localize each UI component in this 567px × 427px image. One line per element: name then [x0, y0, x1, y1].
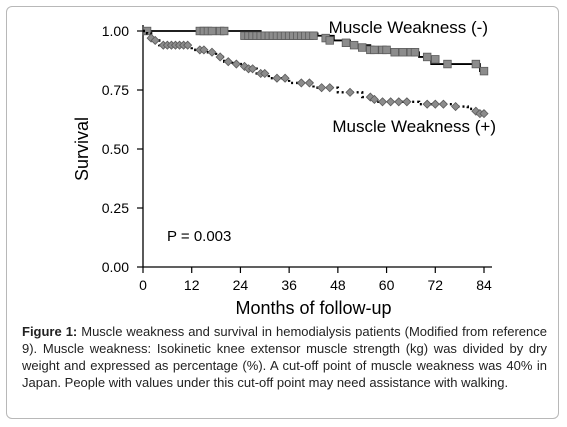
- p-value-label: P = 0.003: [167, 228, 231, 245]
- x-tick-label: 0: [139, 277, 147, 293]
- caption-text: Muscle weakness and survival in hemodial…: [22, 324, 547, 390]
- data-point-diamond: [183, 40, 193, 50]
- data-point-square: [349, 40, 359, 50]
- figure-panel: [6, 6, 559, 419]
- data-point-square: [382, 45, 391, 55]
- labels-layer: Muscle Weakness (-) Muscle Weakness (+) P …: [167, 18, 496, 245]
- data-point-square: [370, 45, 379, 55]
- data-point-diamond: [223, 57, 233, 67]
- data-point-diamond: [296, 78, 306, 88]
- data-point-square: [410, 48, 420, 57]
- data-point-diamond: [272, 73, 282, 83]
- data-point-diamond: [394, 97, 404, 107]
- data-point-diamond: [317, 83, 327, 93]
- data-point-square: [325, 36, 334, 45]
- data-point-square: [309, 31, 318, 40]
- figure-caption: Figure 1: Muscle weakness and survival i…: [22, 323, 547, 391]
- data-point-diamond: [402, 97, 412, 107]
- data-point-diamond: [207, 47, 217, 57]
- data-point-square: [431, 55, 440, 64]
- caption-label: Figure 1:: [22, 324, 78, 339]
- series-line-2: [143, 29, 486, 114]
- data-point-diamond: [150, 35, 160, 46]
- data-point-diamond: [438, 99, 448, 109]
- data-point-square: [207, 26, 217, 36]
- data-point-square: [398, 48, 408, 57]
- y-tick-label: 1.00: [102, 23, 129, 39]
- x-tick-label: 72: [427, 277, 443, 293]
- y-axis-title: Survival: [72, 117, 92, 181]
- data-point-diamond: [199, 45, 209, 55]
- data-point-square: [219, 26, 229, 36]
- data-point-diamond: [345, 87, 355, 97]
- x-tick-label: 84: [476, 277, 492, 293]
- data-point-diamond: [430, 99, 440, 109]
- series-label-2: Muscle Weakness (+): [332, 117, 496, 136]
- data-point-diamond: [451, 101, 461, 112]
- data-point-diamond: [369, 94, 379, 105]
- data-point-square: [471, 59, 481, 69]
- data-point-diamond: [304, 78, 315, 88]
- series-layer: [142, 26, 489, 119]
- data-point-diamond: [422, 99, 432, 109]
- data-point-square: [341, 38, 351, 47]
- data-point-square: [443, 59, 452, 69]
- y-tick-label: 0.00: [102, 259, 129, 275]
- series-label-1: Muscle Weakness (-): [329, 18, 488, 37]
- x-axis-title: Months of follow-up: [235, 298, 391, 318]
- chart-axes: 0.00 0.25 0.50 0.75 1.00 0 12 24 36 48 60 72 84 Month…: [72, 23, 492, 318]
- data-point-diamond: [479, 109, 489, 119]
- data-point-diamond: [386, 97, 396, 107]
- y-tick-label: 0.25: [102, 200, 129, 216]
- data-point-diamond: [377, 97, 388, 107]
- x-tick-label: 12: [184, 277, 200, 293]
- data-point-diamond: [215, 52, 225, 62]
- y-tick-label: 0.75: [102, 82, 129, 98]
- y-tick-label: 0.50: [102, 141, 129, 157]
- data-point-diamond: [231, 59, 241, 69]
- data-point-square: [422, 52, 432, 62]
- data-point-square: [358, 43, 367, 52]
- x-tick-label: 36: [281, 277, 297, 293]
- survival-chart: 0.00 0.25 0.50 0.75 1.00 0 12 24 36 48 60 72 84 Month…: [72, 18, 496, 318]
- data-point-diamond: [260, 68, 270, 79]
- x-tick-label: 24: [233, 277, 249, 293]
- data-point-diamond: [248, 64, 258, 74]
- data-point-diamond: [325, 83, 335, 93]
- data-point-square: [479, 66, 489, 76]
- x-tick-label: 48: [330, 277, 346, 293]
- data-point-square: [390, 48, 399, 57]
- x-tick-label: 60: [379, 277, 395, 293]
- data-point-diamond: [280, 73, 290, 83]
